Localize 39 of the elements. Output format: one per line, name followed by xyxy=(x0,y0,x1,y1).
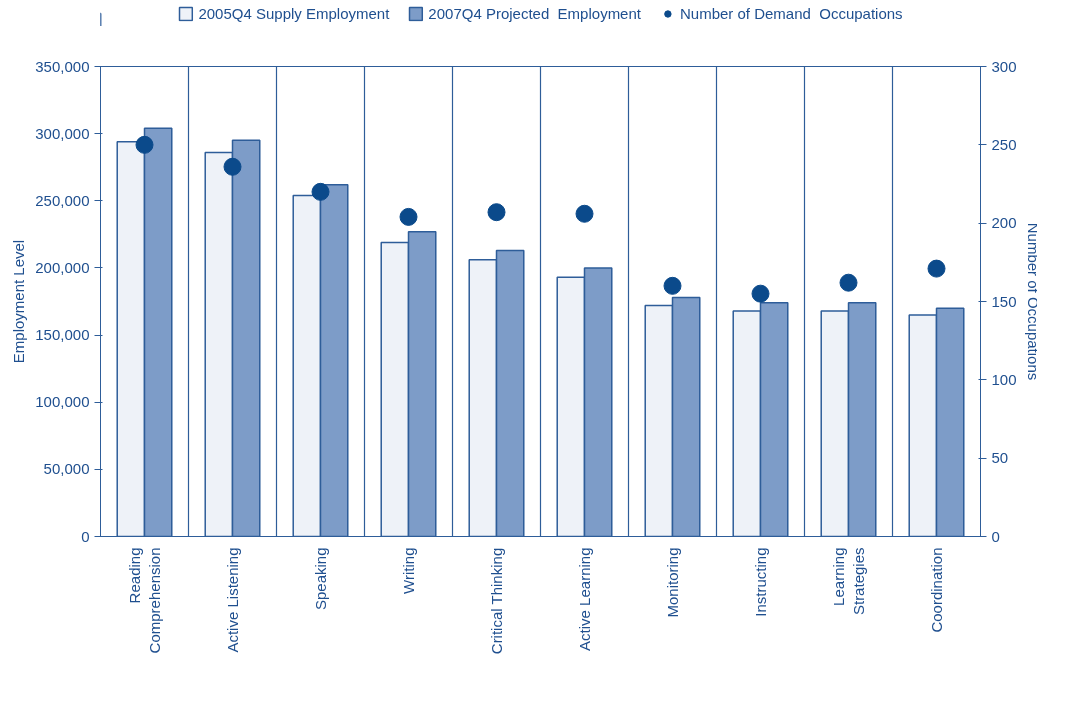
x-tick-label: Speaking xyxy=(312,547,329,611)
x-tick-label: Active Learning xyxy=(576,547,593,651)
point xyxy=(927,259,946,278)
point xyxy=(751,284,770,303)
legend-label: 2007Q4 Projected Employment xyxy=(428,4,641,22)
y-tick-label: 250,000 xyxy=(35,191,90,209)
y-axis-title: Employment Level xyxy=(10,239,28,364)
point xyxy=(223,157,242,176)
y2-tick-label: 50 xyxy=(991,449,1009,467)
y2-tick-label: 200 xyxy=(991,214,1017,232)
x-tick-label: Writing xyxy=(400,547,417,594)
y-tick-label: 0 xyxy=(81,527,90,545)
x-tick-label: Instructing xyxy=(752,547,769,617)
y-tick-label: 150,000 xyxy=(35,326,90,344)
legend-label: 2005Q4 Supply Employment xyxy=(198,4,390,22)
x-tick-label: Active Listening xyxy=(224,547,241,653)
x-tick-label: Critical Thinking xyxy=(488,547,505,655)
point xyxy=(839,273,858,292)
y2-tick-label: 300 xyxy=(991,57,1017,75)
y2-tick-label: 250 xyxy=(991,135,1017,153)
legend-label: Number of Demand Occupations xyxy=(679,4,903,22)
point xyxy=(663,276,682,295)
point xyxy=(311,182,330,201)
x-tick-label: Monitoring xyxy=(664,547,681,618)
point xyxy=(487,203,506,222)
y-tick-label: 50,000 xyxy=(43,460,90,478)
y-tick-label: 350,000 xyxy=(35,57,90,75)
y-tick-label: 200,000 xyxy=(35,258,90,276)
x-tick-label: Reading Comprehension xyxy=(125,547,164,654)
x-tick-label: Coordination xyxy=(928,547,945,633)
y2-tick-label: 100 xyxy=(991,370,1017,388)
point xyxy=(399,207,418,226)
y2-tick-label: 0 xyxy=(991,527,1000,545)
point xyxy=(575,204,594,223)
x-tick-label: Learning Strategies xyxy=(829,547,868,616)
y-tick-label: 100,000 xyxy=(35,393,90,411)
point xyxy=(135,135,154,154)
y-tick-label: 300,000 xyxy=(35,124,90,142)
y2-tick-label: 150 xyxy=(991,292,1017,310)
